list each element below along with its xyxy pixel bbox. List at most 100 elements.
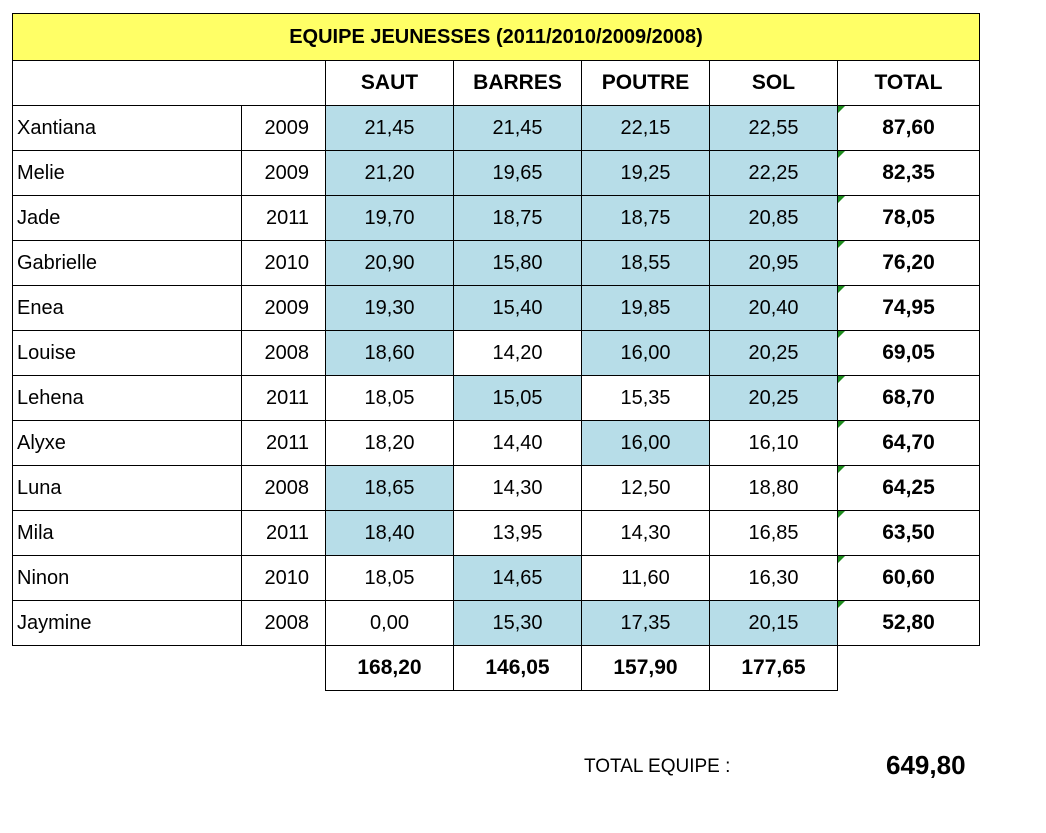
saut-score-cell[interactable]: 18,20 (325, 420, 454, 466)
poutre-column-total[interactable]: 157,90 (581, 645, 710, 691)
poutre-score-cell[interactable]: 16,00 (581, 330, 710, 376)
sol-score-cell[interactable]: 20,85 (709, 195, 838, 241)
table-row: Lehena 2011 18,05 15,05 15,35 20,25 68,70 (12, 375, 980, 421)
header-poutre[interactable]: POUTRE (581, 60, 710, 106)
gymnast-name-cell[interactable]: Enea (12, 285, 242, 331)
barres-score-cell[interactable]: 21,45 (453, 105, 582, 151)
total-score-cell[interactable]: 64,70 (837, 420, 980, 466)
saut-score-cell[interactable]: 19,70 (325, 195, 454, 241)
birth-year-cell[interactable]: 2011 (241, 510, 326, 556)
birth-year-cell[interactable]: 2009 (241, 285, 326, 331)
header-saut[interactable]: SAUT (325, 60, 454, 106)
total-score-cell[interactable]: 60,60 (837, 555, 980, 601)
poutre-score-cell[interactable]: 18,75 (581, 195, 710, 241)
sol-score-cell[interactable]: 20,25 (709, 375, 838, 421)
saut-column-total[interactable]: 168,20 (325, 645, 454, 691)
sol-score-cell[interactable]: 20,95 (709, 240, 838, 286)
saut-score-cell[interactable]: 18,05 (325, 555, 454, 601)
sol-score-cell[interactable]: 22,55 (709, 105, 838, 151)
barres-score-cell[interactable]: 15,80 (453, 240, 582, 286)
header-barres[interactable]: BARRES (453, 60, 582, 106)
sol-score-cell[interactable]: 16,10 (709, 420, 838, 466)
sol-score-cell[interactable]: 22,25 (709, 150, 838, 196)
total-score-cell[interactable]: 87,60 (837, 105, 980, 151)
team-total-value: 649,80 (886, 750, 966, 780)
barres-score-cell[interactable]: 14,40 (453, 420, 582, 466)
barres-score-cell[interactable]: 13,95 (453, 510, 582, 556)
sol-score-cell[interactable]: 20,15 (709, 600, 838, 646)
birth-year-cell[interactable]: 2008 (241, 465, 326, 511)
birth-year-cell[interactable]: 2009 (241, 150, 326, 196)
table-row: Ninon 2010 18,05 14,65 11,60 16,30 60,60 (12, 555, 980, 601)
sheet-title[interactable]: EQUIPE JEUNESSES (2011/2010/2009/2008) (12, 13, 980, 61)
gymnast-name-cell[interactable]: Luna (12, 465, 242, 511)
saut-score-cell[interactable]: 0,00 (325, 600, 454, 646)
birth-year-cell[interactable]: 2009 (241, 105, 326, 151)
gymnast-name-cell[interactable]: Gabrielle (12, 240, 242, 286)
birth-year-cell[interactable]: 2010 (241, 240, 326, 286)
barres-score-cell[interactable]: 15,40 (453, 285, 582, 331)
poutre-score-cell[interactable]: 22,15 (581, 105, 710, 151)
gymnast-name-cell[interactable]: Jaymine (12, 600, 242, 646)
barres-score-cell[interactable]: 14,30 (453, 465, 582, 511)
header-blank-cell[interactable] (12, 60, 326, 106)
saut-score-cell[interactable]: 21,20 (325, 150, 454, 196)
birth-year-cell[interactable]: 2011 (241, 420, 326, 466)
barres-score-cell[interactable]: 14,20 (453, 330, 582, 376)
gymnast-name-cell[interactable]: Lehena (12, 375, 242, 421)
poutre-score-cell[interactable]: 19,85 (581, 285, 710, 331)
birth-year-cell[interactable]: 2011 (241, 195, 326, 241)
poutre-score-cell[interactable]: 11,60 (581, 555, 710, 601)
barres-score-cell[interactable]: 19,65 (453, 150, 582, 196)
total-score-cell[interactable]: 64,25 (837, 465, 980, 511)
birth-year-cell[interactable]: 2008 (241, 600, 326, 646)
saut-score-cell[interactable]: 20,90 (325, 240, 454, 286)
header-sol[interactable]: SOL (709, 60, 838, 106)
birth-year-cell[interactable]: 2011 (241, 375, 326, 421)
barres-score-cell[interactable]: 14,65 (453, 555, 582, 601)
total-score-cell[interactable]: 76,20 (837, 240, 980, 286)
barres-column-total[interactable]: 146,05 (453, 645, 582, 691)
total-score-cell[interactable]: 78,05 (837, 195, 980, 241)
poutre-score-cell[interactable]: 19,25 (581, 150, 710, 196)
saut-score-cell[interactable]: 18,60 (325, 330, 454, 376)
sol-score-cell[interactable]: 16,30 (709, 555, 838, 601)
saut-score-cell[interactable]: 18,05 (325, 375, 454, 421)
saut-score-cell[interactable]: 18,40 (325, 510, 454, 556)
birth-year-cell[interactable]: 2008 (241, 330, 326, 376)
sol-column-total[interactable]: 177,65 (709, 645, 838, 691)
total-score-cell[interactable]: 63,50 (837, 510, 980, 556)
poutre-score-cell[interactable]: 16,00 (581, 420, 710, 466)
barres-score-cell[interactable]: 15,05 (453, 375, 582, 421)
sol-score-cell[interactable]: 20,40 (709, 285, 838, 331)
gymnast-name-cell[interactable]: Alyxe (12, 420, 242, 466)
gymnast-name-cell[interactable]: Mila (12, 510, 242, 556)
total-score-cell[interactable]: 69,05 (837, 330, 980, 376)
header-total[interactable]: TOTAL (837, 60, 980, 106)
sol-score-cell[interactable]: 18,80 (709, 465, 838, 511)
total-score-cell[interactable]: 82,35 (837, 150, 980, 196)
barres-score-cell[interactable]: 15,30 (453, 600, 582, 646)
total-score-cell[interactable]: 68,70 (837, 375, 980, 421)
title-row: EQUIPE JEUNESSES (2011/2010/2009/2008) (12, 13, 980, 61)
gymnast-name-cell[interactable]: Louise (12, 330, 242, 376)
poutre-score-cell[interactable]: 12,50 (581, 465, 710, 511)
gymnast-name-cell[interactable]: Jade (12, 195, 242, 241)
poutre-score-cell[interactable]: 17,35 (581, 600, 710, 646)
saut-score-cell[interactable]: 18,65 (325, 465, 454, 511)
table-row: Alyxe 2011 18,20 14,40 16,00 16,10 64,70 (12, 420, 980, 466)
barres-score-cell[interactable]: 18,75 (453, 195, 582, 241)
gymnast-name-cell[interactable]: Xantiana (12, 105, 242, 151)
gymnast-name-cell[interactable]: Ninon (12, 555, 242, 601)
poutre-score-cell[interactable]: 14,30 (581, 510, 710, 556)
saut-score-cell[interactable]: 21,45 (325, 105, 454, 151)
saut-score-cell[interactable]: 19,30 (325, 285, 454, 331)
sol-score-cell[interactable]: 16,85 (709, 510, 838, 556)
total-score-cell[interactable]: 52,80 (837, 600, 980, 646)
total-score-cell[interactable]: 74,95 (837, 285, 980, 331)
sol-score-cell[interactable]: 20,25 (709, 330, 838, 376)
birth-year-cell[interactable]: 2010 (241, 555, 326, 601)
poutre-score-cell[interactable]: 18,55 (581, 240, 710, 286)
gymnast-name-cell[interactable]: Melie (12, 150, 242, 196)
poutre-score-cell[interactable]: 15,35 (581, 375, 710, 421)
